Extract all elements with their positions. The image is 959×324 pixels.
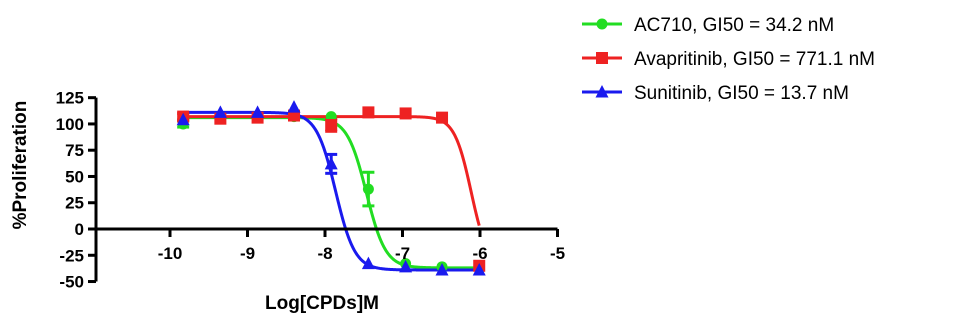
legend-marker	[596, 52, 608, 64]
data-point	[362, 106, 375, 119]
data-point	[399, 107, 412, 120]
data-point	[213, 105, 227, 118]
legend-marker	[596, 18, 608, 30]
data-markers	[176, 100, 486, 276]
x-tick-label: -5	[550, 244, 565, 263]
legend: AC710, GI50 = 34.2 nM Avapritinib, GI50 =…	[582, 15, 875, 104]
x-tick-label: -8	[317, 244, 332, 263]
y-tick-label: 50	[65, 167, 84, 186]
legend-entry: Sunitinib, GI50 = 13.7 nM	[582, 83, 849, 104]
data-point	[324, 156, 338, 170]
legend-label: Avapritinib, GI50 = 771.1 nM	[634, 49, 875, 70]
legend-entry: AC710, GI50 = 34.2 nM	[582, 15, 834, 36]
x-tick-label: -9	[240, 244, 255, 263]
y-axis-title: %Proliferation	[10, 101, 31, 230]
data-point	[436, 111, 449, 124]
x-tick-label: -6	[472, 244, 487, 263]
legend-label: Sunitinib, GI50 = 13.7 nM	[634, 83, 849, 104]
data-point	[325, 118, 338, 131]
y-ticks: -50 -25 0 25 50 75 100 125	[56, 89, 96, 292]
error-bars	[177, 111, 375, 208]
x-tick-label: -7	[395, 244, 410, 263]
data-point	[361, 256, 375, 270]
data-point	[435, 262, 449, 276]
y-tick-label: 0	[75, 220, 84, 239]
y-tick-label: 100	[56, 115, 84, 134]
data-point	[176, 112, 190, 126]
legend-marker	[595, 85, 609, 98]
legend-label: AC710, GI50 = 34.2 nM	[634, 15, 834, 36]
data-point	[287, 100, 301, 113]
x-axis-title: Log[CPDs]M	[265, 293, 379, 314]
data-point	[251, 105, 265, 118]
y-tick-label: -50	[59, 273, 84, 292]
x-ticks: -10 -9 -8 -7 -6 -5	[158, 229, 565, 263]
y-tick-label: 75	[65, 141, 84, 160]
data-point	[362, 183, 374, 195]
y-tick-label: 25	[65, 194, 84, 213]
y-tick-label: 125	[56, 89, 84, 108]
y-tick-label: -25	[59, 246, 84, 265]
data-point	[399, 259, 413, 273]
legend-entry: Avapritinib, GI50 = 771.1 nM	[582, 49, 875, 70]
x-tick-label: -10	[158, 244, 183, 263]
data-point	[472, 262, 486, 276]
